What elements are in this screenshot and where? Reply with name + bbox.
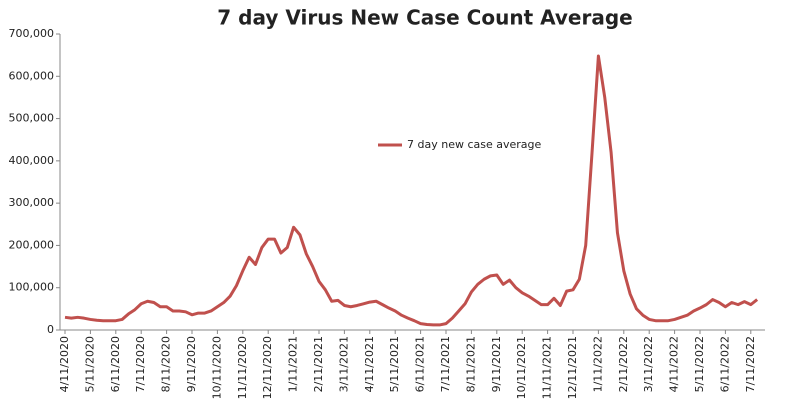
x-tick-label: 5/11/2022 xyxy=(693,336,706,392)
x-tick-label: 7/11/2021 xyxy=(439,336,452,392)
y-tick-label: 0 xyxy=(47,323,54,336)
legend-label: 7 day new case average xyxy=(407,138,542,151)
x-tick-label: 11/11/2020 xyxy=(236,336,249,399)
x-tick-label: 2/11/2022 xyxy=(617,336,630,392)
x-tick-label: 3/11/2022 xyxy=(642,336,655,392)
y-tick-label: 600,000 xyxy=(9,69,55,82)
x-tick-label: 10/11/2021 xyxy=(515,336,528,399)
x-tick-label: 5/11/2020 xyxy=(83,336,96,392)
chart-title: 7 day Virus New Case Count Average xyxy=(217,6,632,30)
x-tick-label: 12/11/2021 xyxy=(566,336,579,399)
x-tick-label: 11/11/2021 xyxy=(541,336,554,399)
x-tick-label: 9/11/2021 xyxy=(490,336,503,392)
x-tick-label: 6/11/2022 xyxy=(718,336,731,392)
x-tick-label: 4/11/2020 xyxy=(58,336,71,392)
y-tick-label: 500,000 xyxy=(9,112,55,125)
x-tick-label: 6/11/2021 xyxy=(414,336,427,392)
x-tick-label: 4/11/2022 xyxy=(668,336,681,392)
y-tick-label: 300,000 xyxy=(9,196,55,209)
x-tick-label: 6/11/2020 xyxy=(109,336,122,392)
x-tick-label: 5/11/2021 xyxy=(388,336,401,392)
x-tick-label: 3/11/2021 xyxy=(337,336,350,392)
x-tick-label: 9/11/2020 xyxy=(185,336,198,392)
x-tick-label: 1/11/2021 xyxy=(287,336,300,392)
series-line xyxy=(64,54,759,327)
x-tick-label: 8/11/2020 xyxy=(160,336,173,392)
y-tick-label: 700,000 xyxy=(9,27,55,40)
x-tick-label: 12/11/2020 xyxy=(261,336,274,399)
x-tick-label: 2/11/2021 xyxy=(312,336,325,392)
x-tick-label: 7/11/2022 xyxy=(744,336,757,392)
x-tick-label: 1/11/2022 xyxy=(591,336,604,392)
y-tick-label: 200,000 xyxy=(9,238,55,251)
x-tick-label: 8/11/2021 xyxy=(464,336,477,392)
x-tick-label: 7/11/2020 xyxy=(134,336,147,392)
y-tick-label: 400,000 xyxy=(9,154,55,167)
x-tick-label: 10/11/2020 xyxy=(210,336,223,399)
x-tick-label: 4/11/2021 xyxy=(363,336,376,392)
y-tick-label: 100,000 xyxy=(9,281,55,294)
